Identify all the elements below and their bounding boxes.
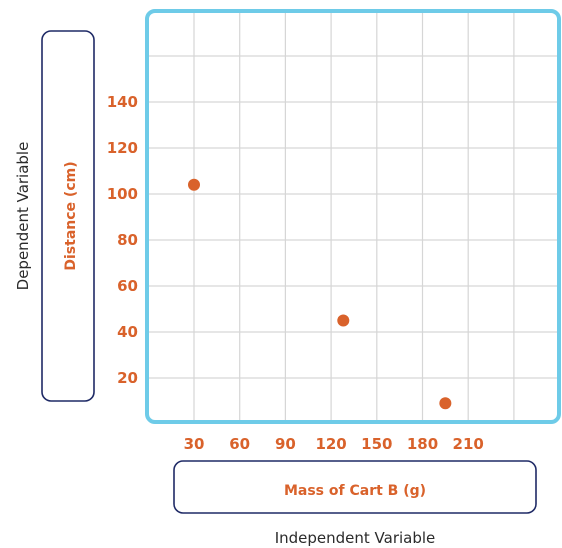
- x-axis-title-box: [173, 460, 537, 514]
- independent-variable-label: Independent Variable: [275, 529, 436, 547]
- y-tick-labels: 20 40 60 80 100 120 140: [107, 93, 138, 387]
- data-points: [188, 178, 452, 410]
- x-tick-label: 210: [453, 435, 484, 453]
- y-tick-label: 60: [117, 277, 138, 295]
- data-point: [439, 397, 452, 410]
- y-tick-label: 40: [117, 323, 138, 341]
- y-tick-label: 80: [117, 231, 138, 249]
- x-tick-label: 150: [361, 435, 392, 453]
- y-tick-label: 140: [107, 93, 138, 111]
- data-point: [337, 314, 350, 327]
- x-tick-label: 90: [275, 435, 296, 453]
- grid-lines: [149, 13, 557, 420]
- y-axis-title-box: [41, 30, 95, 402]
- x-axis-title: Mass of Cart B (g): [284, 483, 426, 499]
- x-tick-label: 180: [407, 435, 438, 453]
- plot-area-border: [145, 9, 561, 424]
- y-axis-title: Distance (cm): [63, 161, 79, 270]
- y-tick-label: 20: [117, 369, 138, 387]
- dependent-variable-label: Dependent Variable: [14, 142, 32, 291]
- x-tick-label: 120: [315, 435, 346, 453]
- x-tick-label: 30: [184, 435, 205, 453]
- y-tick-label: 100: [107, 185, 138, 203]
- data-point: [188, 178, 200, 191]
- y-tick-label: 120: [107, 139, 138, 157]
- x-tick-labels: 30 60 90 120 150 180 210: [184, 435, 484, 453]
- x-tick-label: 60: [229, 435, 250, 453]
